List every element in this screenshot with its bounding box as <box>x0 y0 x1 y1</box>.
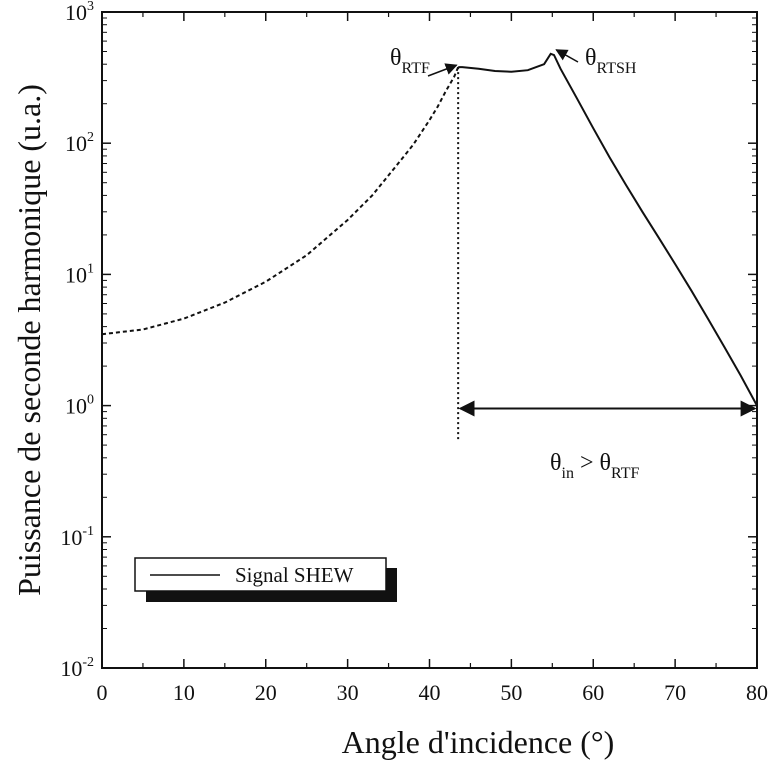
y-tick-label: 100 <box>65 393 94 419</box>
y-tick-label: 101 <box>65 261 94 287</box>
x-tick-label: 10 <box>173 680 195 705</box>
theta-rtsh-arrow <box>555 49 579 63</box>
x-tick-label: 80 <box>746 680 768 705</box>
series-line-dashed <box>101 66 460 336</box>
x-tick-label: 70 <box>664 680 686 705</box>
range-arrow-label: θin > θRTF <box>550 450 639 482</box>
x-tick-labels: 0 10 20 30 40 50 60 70 80 <box>97 680 769 705</box>
y-tick-label: 10-1 <box>60 524 94 550</box>
y-tick-label: 103 <box>65 0 94 25</box>
theta-rtf-label: θRTF <box>390 45 430 77</box>
y-tick-label: 102 <box>65 130 94 156</box>
series-layer <box>101 52 758 440</box>
y-tick-label: 10-2 <box>60 655 94 681</box>
x-tick-label: 50 <box>500 680 522 705</box>
theta-rtsh-label: θRTSH <box>585 45 637 77</box>
theta-rtf-arrow <box>427 63 458 77</box>
legend-label: Signal SHEW <box>235 563 354 587</box>
y-axis-title: Puissance de seconde harmonique (u.a.) <box>11 84 47 596</box>
y-tick-labels: 10-2 10-1 100 101 102 103 <box>60 0 94 681</box>
x-tick-label: 20 <box>255 680 277 705</box>
x-axis-title: Angle d'incidence (°) <box>342 724 615 760</box>
x-tick-label: 0 <box>97 680 108 705</box>
range-arrow: θin > θRTF <box>458 400 757 482</box>
x-tick-label: 60 <box>582 680 604 705</box>
axis-ticks <box>101 11 758 669</box>
x-tick-label: 30 <box>337 680 359 705</box>
series-line-solid <box>458 52 758 407</box>
legend: Signal SHEW <box>134 557 397 602</box>
x-tick-label: 40 <box>419 680 441 705</box>
